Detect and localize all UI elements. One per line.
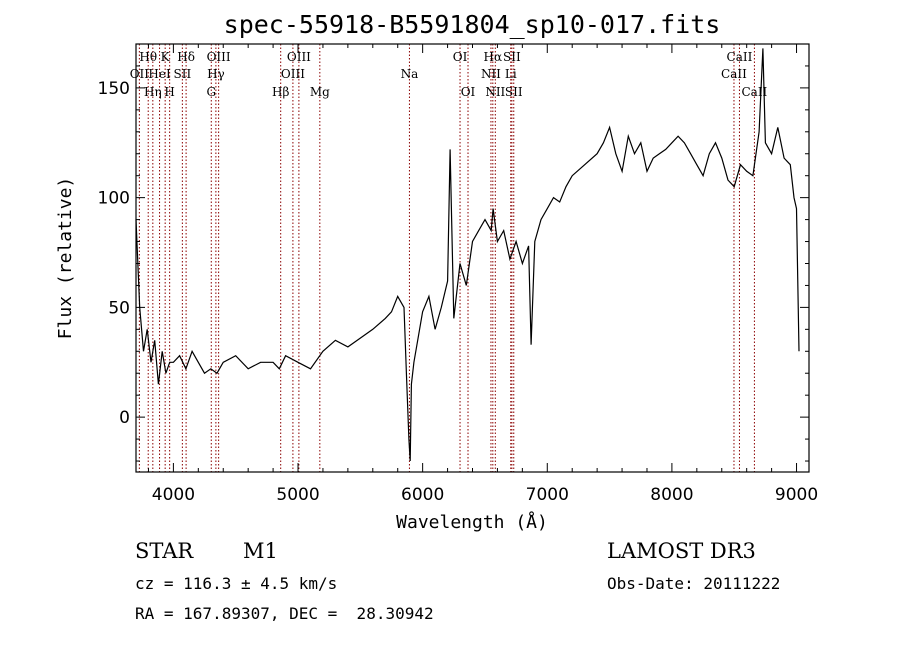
emission-line-label: G: [206, 85, 216, 99]
emission-line-labels: OIIHθHηHeIKHSIIHδGHγOIIIHβOIIIOIIIMgNaOI…: [130, 50, 768, 99]
emission-line-markers: [138, 44, 755, 472]
obs-date: Obs-Date: 20111222: [607, 574, 781, 593]
emission-line-label: HeI: [148, 67, 171, 81]
emission-line-label: Hβ: [272, 85, 289, 99]
emission-line-label: Mg: [310, 85, 330, 99]
chart-title: spec-55918-B5591804_sp10-017.fits: [224, 10, 721, 39]
survey-name: LAMOST DR3: [607, 539, 756, 563]
plot-frame: [135, 43, 810, 473]
emission-line-label: OII: [130, 67, 150, 81]
x-tick-label: 8000: [650, 485, 693, 505]
emission-line-label: OIII: [281, 67, 305, 81]
object-subclass: M1: [243, 539, 278, 563]
x-tick-label: 6000: [401, 485, 444, 505]
emission-line-label: CaII: [741, 85, 767, 99]
y-tick-label: 50: [108, 298, 130, 318]
emission-line-label: CaII: [721, 67, 747, 81]
emission-line-label: OI: [461, 85, 476, 99]
emission-line-label: OIII: [287, 50, 311, 64]
emission-line-label: Hα: [484, 50, 503, 64]
emission-line-label: CaII: [727, 50, 753, 64]
spectrum-line: [135, 48, 800, 462]
emission-line-label: Na: [401, 67, 419, 81]
y-tick-label: 150: [98, 79, 130, 99]
emission-line-label: Hη: [144, 85, 162, 99]
emission-line-label: SII: [174, 67, 192, 81]
x-tick-label: 7000: [526, 485, 569, 505]
emission-line-label: OI: [453, 50, 468, 64]
emission-line-label: SII: [503, 50, 521, 64]
emission-line-label: Hδ: [177, 50, 195, 64]
emission-line-label: K: [161, 50, 171, 64]
x-tick-label: 5000: [276, 485, 319, 505]
emission-line-label: SII: [505, 85, 523, 99]
y-tick-label: 0: [119, 408, 130, 428]
emission-line-label: Hγ: [207, 67, 225, 81]
y-axis-label: Flux (relative): [55, 177, 76, 340]
emission-line-label: Hθ: [139, 50, 157, 64]
emission-line-label: OIII: [207, 50, 231, 64]
x-tick-label: 4000: [152, 485, 195, 505]
redshift-info: cz = 116.3 ± 4.5 km/s: [135, 574, 338, 593]
coordinates: RA = 167.89307, DEC = 28.30942: [135, 604, 434, 623]
emission-line-label: NII: [485, 85, 505, 99]
emission-line-label: H: [164, 85, 174, 99]
emission-line-label: Li: [505, 67, 517, 81]
y-axis-ticks: 0 50 100 150: [98, 43, 809, 462]
object-class: STAR: [135, 539, 194, 563]
emission-line-label: NII: [481, 67, 501, 81]
x-axis-ticks: 4000 5000 6000 7000 8000 9000: [147, 44, 818, 505]
x-tick-label: 9000: [775, 485, 818, 505]
y-tick-label: 100: [98, 189, 130, 209]
x-axis-label: Wavelength (Å): [396, 511, 548, 533]
